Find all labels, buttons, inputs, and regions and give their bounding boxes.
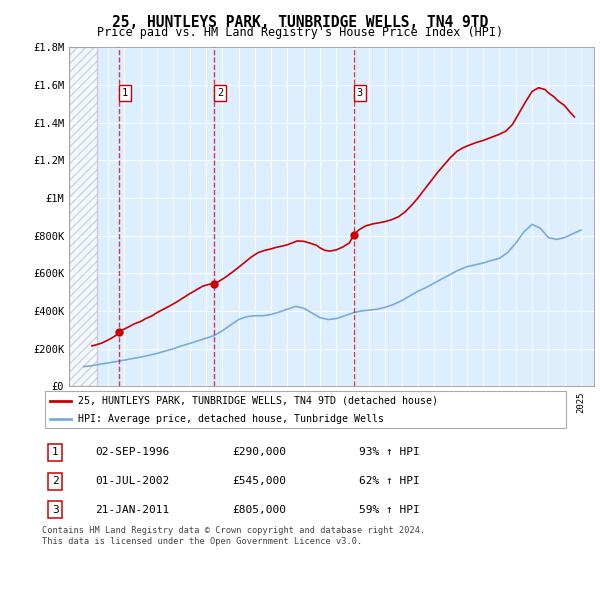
- Text: 3: 3: [357, 88, 363, 98]
- Bar: [69, 47, 97, 386]
- FancyBboxPatch shape: [44, 391, 566, 428]
- Text: £290,000: £290,000: [232, 447, 286, 457]
- Text: Contains HM Land Registry data © Crown copyright and database right 2024.
This d: Contains HM Land Registry data © Crown c…: [42, 526, 425, 546]
- Text: 25, HUNTLEYS PARK, TUNBRIDGE WELLS, TN4 9TD (detached house): 25, HUNTLEYS PARK, TUNBRIDGE WELLS, TN4 …: [78, 396, 438, 406]
- Text: 25, HUNTLEYS PARK, TUNBRIDGE WELLS, TN4 9TD: 25, HUNTLEYS PARK, TUNBRIDGE WELLS, TN4 …: [112, 15, 488, 30]
- Text: 2: 2: [52, 476, 59, 486]
- Text: Price paid vs. HM Land Registry's House Price Index (HPI): Price paid vs. HM Land Registry's House …: [97, 26, 503, 39]
- Text: 01-JUL-2002: 01-JUL-2002: [95, 476, 169, 486]
- Text: 59% ↑ HPI: 59% ↑ HPI: [359, 505, 419, 515]
- Text: £805,000: £805,000: [232, 505, 286, 515]
- Text: 2: 2: [217, 88, 223, 98]
- Text: 3: 3: [52, 505, 59, 515]
- Text: 21-JAN-2011: 21-JAN-2011: [95, 505, 169, 515]
- Text: 1: 1: [52, 447, 59, 457]
- Text: 1: 1: [122, 88, 128, 98]
- Text: 93% ↑ HPI: 93% ↑ HPI: [359, 447, 419, 457]
- Text: 02-SEP-1996: 02-SEP-1996: [95, 447, 169, 457]
- Text: £545,000: £545,000: [232, 476, 286, 486]
- Text: 62% ↑ HPI: 62% ↑ HPI: [359, 476, 419, 486]
- Text: HPI: Average price, detached house, Tunbridge Wells: HPI: Average price, detached house, Tunb…: [78, 414, 384, 424]
